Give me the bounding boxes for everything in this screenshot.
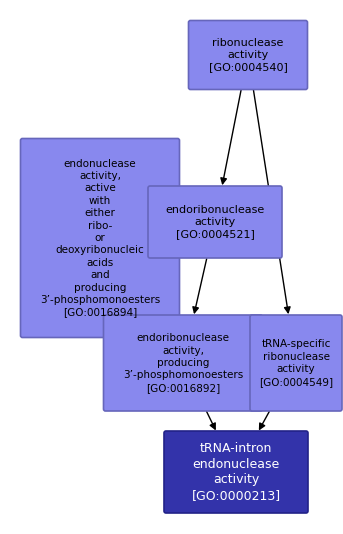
Text: endonuclease
activity,
active
with
either
ribo-
or
deoxyribonucleic
acids
and
pr: endonuclease activity, active with eithe… xyxy=(40,159,160,317)
Text: ribonuclease
activity
[GO:0004540]: ribonuclease activity [GO:0004540] xyxy=(209,37,287,73)
FancyBboxPatch shape xyxy=(189,20,308,90)
Text: tRNA-specific
ribonuclease
activity
[GO:0004549]: tRNA-specific ribonuclease activity [GO:… xyxy=(259,340,333,387)
FancyBboxPatch shape xyxy=(164,431,308,513)
FancyBboxPatch shape xyxy=(21,138,179,337)
FancyBboxPatch shape xyxy=(148,186,282,258)
Text: endoribonuclease
activity,
producing
3’-phosphomonoesters
[GO:0016892]: endoribonuclease activity, producing 3’-… xyxy=(123,333,243,393)
Text: tRNA-intron
endonuclease
activity
[GO:0000213]: tRNA-intron endonuclease activity [GO:00… xyxy=(191,442,281,502)
FancyBboxPatch shape xyxy=(104,315,262,411)
FancyBboxPatch shape xyxy=(250,315,342,411)
Text: endoribonuclease
activity
[GO:0004521]: endoribonuclease activity [GO:0004521] xyxy=(165,205,265,239)
